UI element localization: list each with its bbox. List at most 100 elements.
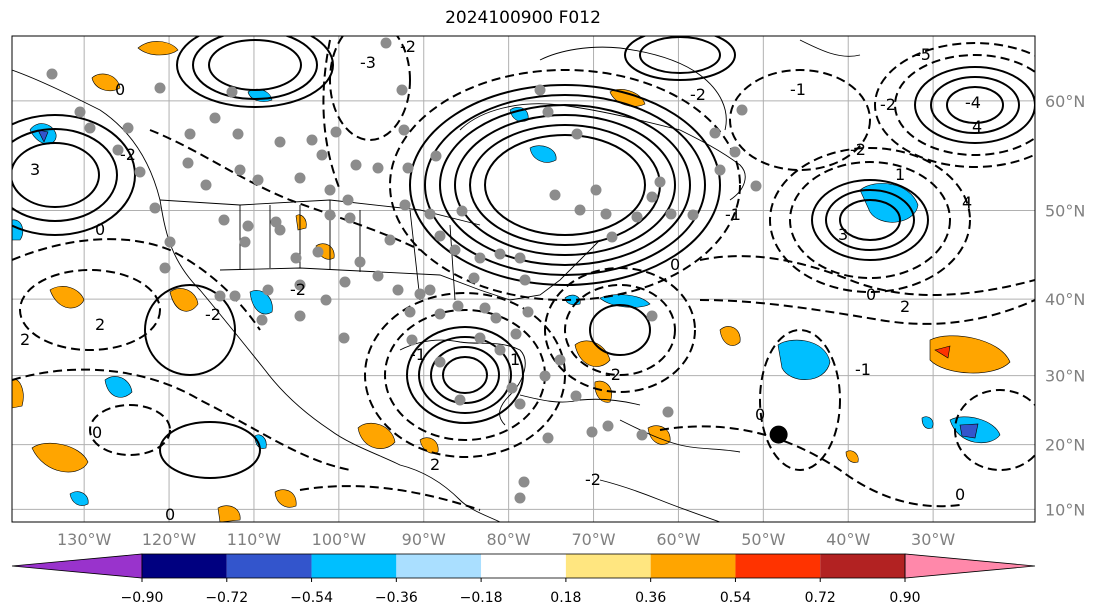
station-dot	[646, 310, 658, 322]
station-dot	[380, 37, 392, 49]
latitude-axis: 60°N 50°N 40°N 30°N 20°N 10°N	[1045, 92, 1085, 519]
station-dot	[665, 208, 677, 220]
contour-label: -2	[605, 365, 621, 384]
station-dot	[330, 126, 342, 138]
station-dot	[434, 356, 446, 368]
station-dot	[449, 244, 461, 256]
contour-label: -2	[400, 37, 416, 56]
station-dot	[736, 104, 748, 116]
coastlines	[12, 39, 861, 522]
station-dot	[294, 172, 306, 184]
station-dot	[232, 128, 244, 140]
contour-label: -1	[790, 80, 806, 99]
contour-label: -2	[205, 305, 221, 324]
station-dot	[574, 204, 586, 216]
station-dot	[494, 248, 506, 260]
station-dot	[354, 256, 366, 268]
station-dot	[239, 236, 251, 248]
colorbar-tick-label: 0.90	[889, 590, 920, 606]
station-dot	[602, 420, 614, 432]
station-dot	[84, 122, 96, 134]
colorbar-swatch	[142, 554, 227, 578]
station-dot	[164, 236, 176, 248]
station-dot	[182, 157, 194, 169]
station-dot	[316, 149, 328, 161]
longitude-axis: 130°W 120°W 110°W 100°W 90°W 80°W 70°W 60°W 50°W…	[57, 530, 955, 549]
station-dot	[324, 209, 336, 221]
station-dot	[404, 306, 416, 318]
station-dot	[474, 332, 486, 344]
station-dot	[200, 179, 212, 191]
contour-label: 2	[95, 315, 105, 334]
station-dot	[506, 382, 518, 394]
longitude-label: 90°W	[402, 530, 446, 549]
station-dot	[149, 202, 161, 214]
station-dot	[434, 308, 446, 320]
station-dot	[320, 294, 332, 306]
contour-label: 0	[866, 285, 876, 304]
contour-label: -2	[690, 85, 706, 104]
station-dots	[46, 37, 762, 504]
station-dot	[184, 128, 196, 140]
station-dot	[414, 288, 426, 300]
station-dot	[424, 208, 436, 220]
station-dot	[402, 162, 414, 174]
contour-label: 1	[895, 165, 905, 184]
colorbar-tick-label: −0.90	[121, 590, 164, 606]
station-dot	[159, 262, 171, 274]
station-dot	[631, 211, 643, 223]
longitude-label: 60°W	[656, 530, 700, 549]
station-dot	[154, 82, 166, 94]
station-dot	[214, 290, 226, 302]
colorbar-outline	[141, 553, 906, 579]
station-dot	[384, 234, 396, 246]
station-dot	[454, 394, 466, 406]
station-dot	[294, 279, 306, 291]
station-dot	[534, 84, 546, 96]
longitude-label: 120°W	[142, 530, 197, 549]
colorbar-swatch	[820, 554, 905, 578]
station-dot	[514, 252, 526, 264]
station-dot	[122, 122, 134, 134]
station-dot	[226, 86, 238, 98]
contour-label: 1	[510, 350, 520, 369]
station-dot	[134, 166, 146, 178]
station-dot	[398, 124, 410, 136]
station-dot	[542, 106, 554, 118]
station-dot	[242, 220, 254, 232]
station-dot	[479, 302, 491, 314]
contour-label: -1	[725, 205, 741, 224]
station-dot	[218, 214, 230, 226]
station-dot	[424, 284, 436, 296]
station-dot	[406, 334, 418, 346]
station-dot	[646, 191, 658, 203]
station-dot	[514, 398, 526, 410]
colorbar-swatch	[565, 554, 651, 578]
longitude-label: 70°W	[571, 530, 615, 549]
longitude-label: 50°W	[741, 530, 785, 549]
station-dot	[372, 270, 384, 282]
latitude-label: 20°N	[1045, 436, 1085, 455]
colorbar-swatch	[311, 554, 397, 578]
colorbar-tick-label: −0.54	[290, 590, 333, 606]
station-dot	[468, 272, 480, 284]
colorbar-extend-low	[11, 553, 143, 579]
contour-label: -1	[410, 345, 426, 364]
colorbar-extend-high	[904, 553, 1036, 579]
station-dot	[554, 354, 566, 366]
station-dot	[306, 134, 318, 146]
station-dot	[392, 284, 404, 296]
station-dot	[256, 314, 268, 326]
station-dot	[209, 112, 221, 124]
station-dot	[290, 252, 302, 264]
station-dot	[324, 184, 336, 196]
longitude-label: 40°W	[826, 530, 870, 549]
station-dot	[709, 127, 721, 139]
colorbar: −0.90 −0.72 −0.54 −0.36 −0.18 0.18 0.36 0.54 0.7…	[11, 553, 1036, 606]
colorbar-swatch	[396, 554, 482, 578]
colorbar-swatch	[650, 554, 736, 578]
contour-label: -2	[850, 140, 866, 159]
station-dot	[750, 180, 762, 192]
contour-label: 2	[900, 297, 910, 316]
station-dot	[474, 252, 486, 264]
